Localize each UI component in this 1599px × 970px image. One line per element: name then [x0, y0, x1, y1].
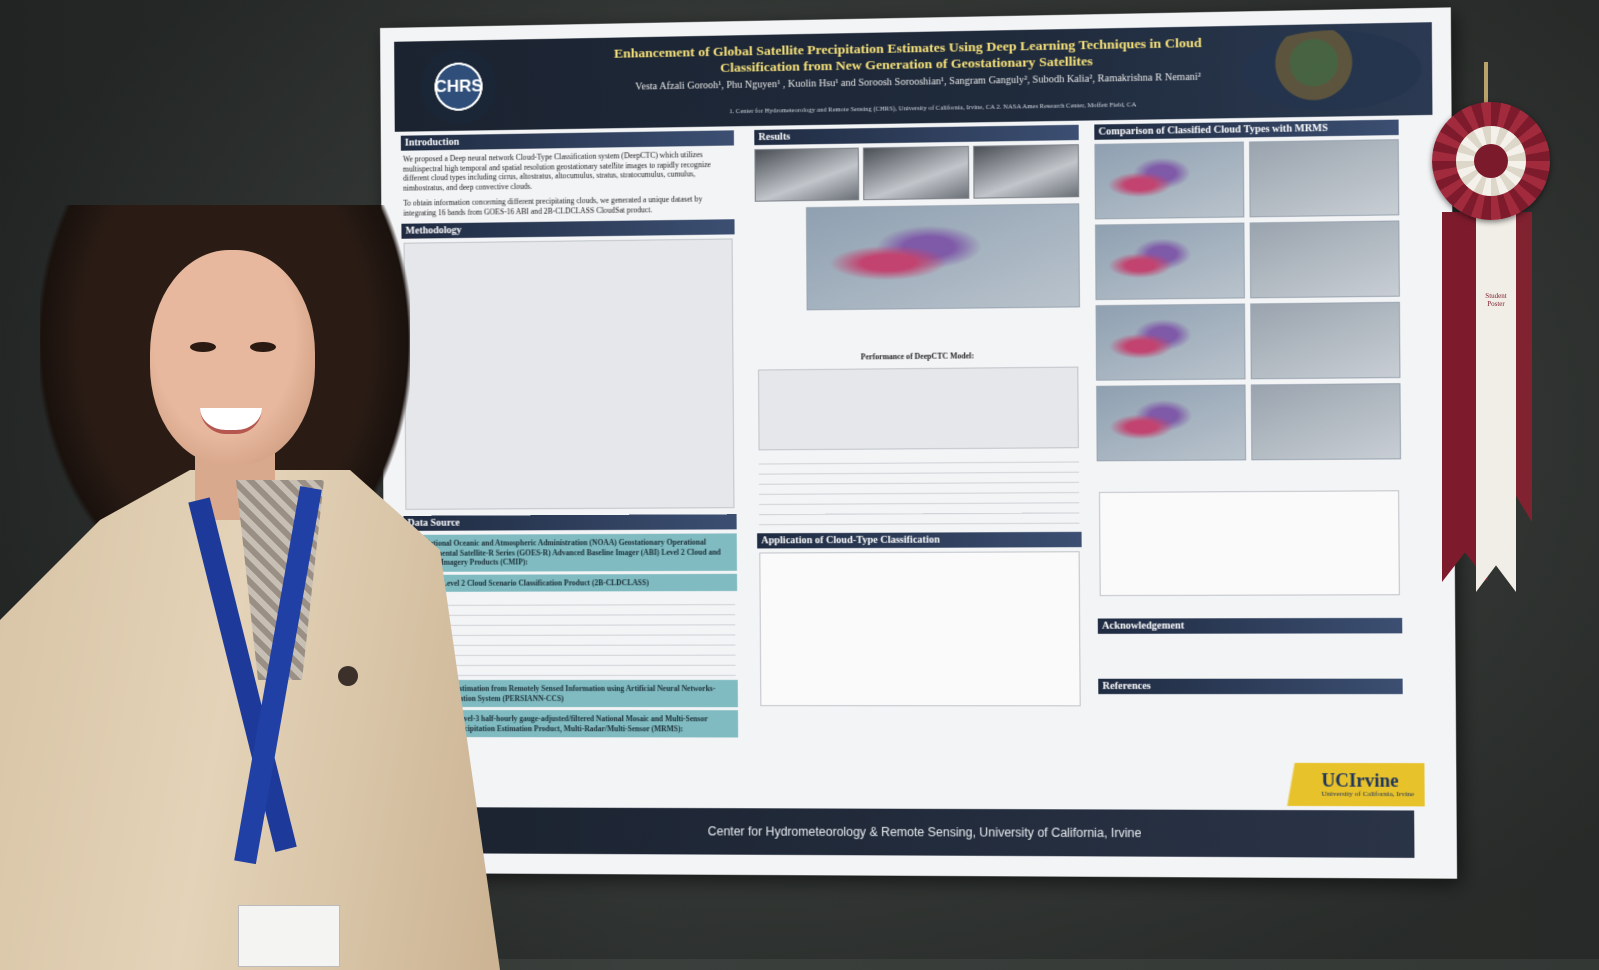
name-badge	[238, 905, 340, 967]
map-panel	[1250, 383, 1401, 460]
map-panel	[1096, 304, 1245, 381]
section-results: Results	[754, 125, 1079, 145]
research-poster: CHRS Enhancement of Global Satellite Pre…	[380, 7, 1457, 878]
map-panel	[1250, 302, 1401, 380]
pin	[1484, 62, 1488, 106]
presenter	[0, 0, 520, 959]
poster-title: Enhancement of Global Satellite Precipit…	[595, 34, 1221, 78]
rosette-inner	[1456, 126, 1526, 196]
acknowledgement-text	[1100, 637, 1400, 672]
satellite-image	[973, 144, 1079, 199]
satellite-image	[754, 148, 859, 202]
bar-chart-figure	[1099, 490, 1400, 596]
satellite-images	[754, 144, 1079, 202]
metrics-table	[759, 452, 1080, 525]
ribbon-tail-label: Student Poster	[1476, 212, 1516, 592]
map-panel	[1249, 220, 1400, 298]
figure-caption	[758, 314, 1079, 348]
uc-irvine-logo: UCIrvine University of California, Irvine	[1235, 763, 1425, 807]
section-references: References	[1098, 679, 1403, 694]
eye	[190, 342, 216, 352]
rosette-core	[1474, 144, 1508, 178]
poster-affiliations: 1. Center for Hydrometeorology and Remot…	[646, 100, 1221, 117]
coat-button	[338, 666, 358, 686]
confusion-matrix	[758, 366, 1079, 450]
smile	[200, 408, 262, 434]
cloud-type-map	[806, 203, 1080, 310]
map-panel	[1249, 139, 1400, 217]
performance-heading: Performance of DeepCTC Model:	[758, 350, 1078, 363]
section-application: Application of Cloud-Type Classification	[757, 531, 1082, 548]
comparison-maps	[1094, 139, 1401, 461]
satellite-image	[863, 146, 969, 200]
face	[150, 250, 315, 465]
verification-plot	[759, 551, 1080, 706]
poster-column-middle: Results Performance of DeepCTC Model: Ap…	[754, 125, 1083, 710]
references-text	[1100, 698, 1401, 739]
eye	[250, 342, 276, 352]
map-panel	[1096, 385, 1245, 462]
poster-footer: Center for Hydrometeorology & Remote Sen…	[446, 807, 1415, 858]
section-acknowledgement: Acknowledgement	[1098, 618, 1403, 634]
rosette	[1432, 102, 1550, 220]
globe-image	[1242, 29, 1422, 112]
award-ribbon: Student Poster	[1432, 62, 1562, 542]
section-comparison: Comparison of Classified Cloud Types wit…	[1094, 120, 1398, 140]
map-panel	[1095, 223, 1244, 301]
map-panel	[1094, 142, 1243, 220]
poster-column-right: Comparison of Classified Cloud Types wit…	[1094, 120, 1403, 746]
poster-header: CHRS Enhancement of Global Satellite Pre…	[394, 22, 1432, 132]
